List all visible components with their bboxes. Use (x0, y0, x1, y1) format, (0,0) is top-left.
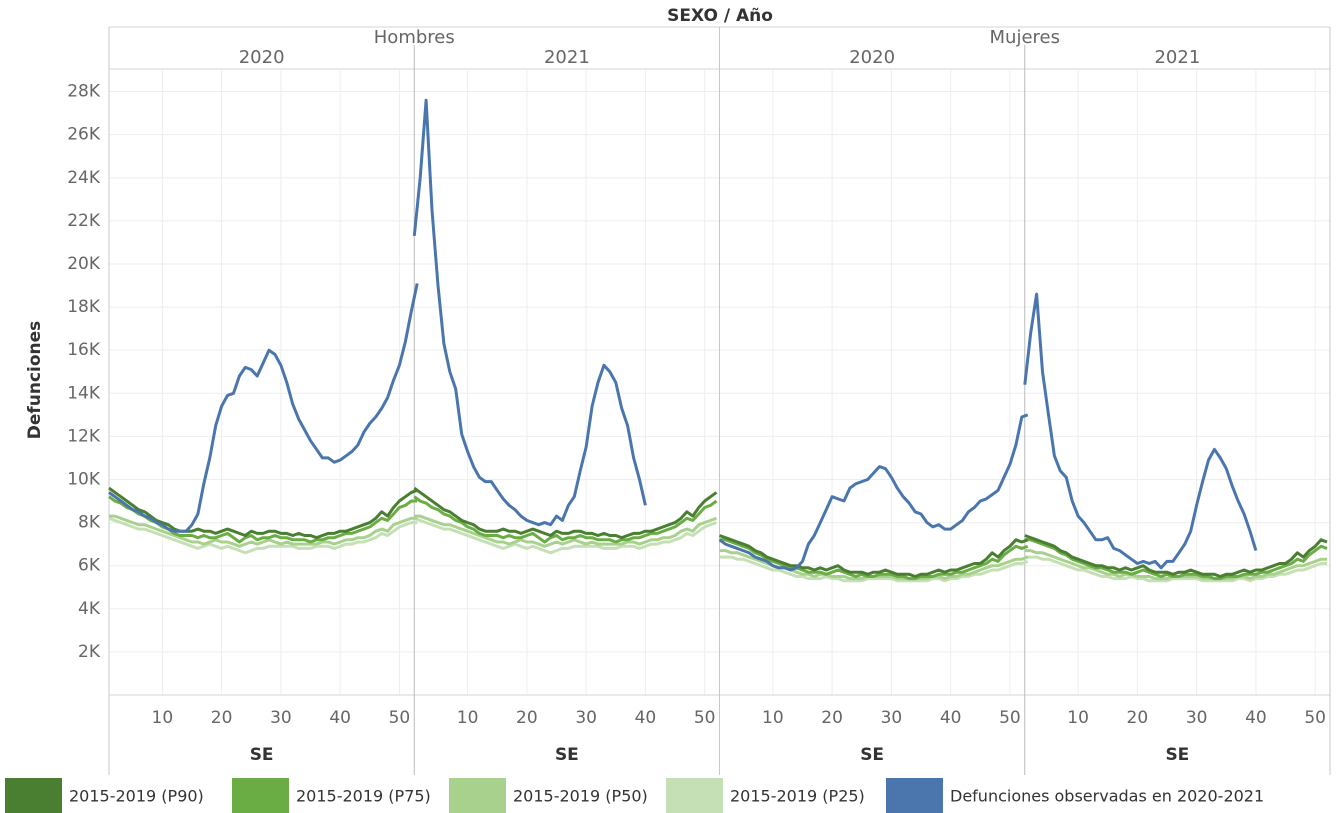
y-tick-label: 16K (67, 340, 101, 360)
legend-label: 2015-2019 (P25) (730, 787, 865, 806)
group-label: Hombres (374, 27, 455, 48)
x-tick-label: 40 (1245, 708, 1267, 728)
y-tick-label: 18K (67, 297, 101, 317)
y-tick-label: 24K (67, 168, 101, 188)
x-tick-label: 30 (575, 708, 597, 728)
y-tick-label: 6K (78, 556, 101, 576)
series-line (718, 534, 1029, 578)
y-tick-label: 14K (67, 383, 101, 403)
legend-label: 2015-2019 (P50) (513, 787, 648, 806)
x-tick-label: 50 (694, 708, 716, 728)
x-tick-label: 20 (211, 708, 233, 728)
x-tick-label: 10 (762, 708, 784, 728)
legend-swatch (886, 778, 943, 813)
legend-swatch (666, 778, 723, 813)
legend-label: 2015-2019 (P75) (296, 787, 431, 806)
panel-title: 2020 (849, 47, 895, 68)
x-axis-label: SE (250, 745, 274, 765)
x-tick-label: 10 (457, 708, 479, 728)
series-line (412, 98, 647, 527)
series-line (719, 555, 1029, 583)
series-line (413, 516, 718, 555)
group-label: Mujeres (990, 27, 1060, 48)
series-line (413, 495, 718, 544)
series-line (108, 486, 418, 540)
y-tick-label: 4K (78, 599, 101, 619)
legend-label: Defunciones observadas en 2020-2021 (950, 787, 1264, 806)
chart-title: SEXO / Año (667, 6, 773, 26)
series-line (414, 514, 718, 548)
x-axis-label: SE (860, 745, 884, 765)
series-line (1024, 555, 1327, 583)
x-tick-label: 40 (329, 708, 351, 728)
x-tick-label: 10 (152, 708, 174, 728)
series-line (108, 516, 418, 555)
legend-swatch (5, 778, 62, 813)
y-tick-label: 2K (78, 642, 101, 662)
x-tick-label: 20 (1127, 708, 1149, 728)
series-line (1024, 534, 1328, 578)
x-tick-label: 20 (821, 708, 843, 728)
x-axis-label: SE (1165, 745, 1189, 765)
series-line (718, 413, 1029, 572)
panel-title: 2021 (544, 47, 590, 68)
x-tick-label: 40 (940, 708, 962, 728)
series-line (1023, 292, 1258, 570)
x-tick-label: 40 (635, 708, 657, 728)
legend-label: 2015-2019 (P90) (69, 787, 204, 806)
series-line (108, 283, 419, 533)
y-tick-label: 26K (67, 125, 101, 145)
y-tick-label: 20K (67, 254, 101, 274)
series-line (413, 486, 718, 540)
x-tick-label: 10 (1067, 708, 1089, 728)
y-tick-label: 22K (67, 211, 101, 231)
legend-swatch (449, 778, 506, 813)
x-tick-label: 30 (881, 708, 903, 728)
x-tick-label: 30 (1186, 708, 1208, 728)
x-tick-label: 30 (270, 708, 292, 728)
x-tick-label: 50 (389, 708, 411, 728)
x-tick-label: 50 (999, 708, 1021, 728)
y-axis-label: Defunciones (25, 321, 45, 440)
x-axis-label: SE (555, 745, 579, 765)
legend-swatch (232, 778, 289, 813)
panel-title: 2021 (1154, 47, 1200, 68)
series-line (109, 514, 418, 548)
y-tick-label: 28K (67, 82, 101, 102)
series-line (719, 538, 1029, 581)
x-tick-label: 50 (1304, 708, 1326, 728)
series-line (1024, 538, 1328, 581)
y-tick-label: 12K (67, 426, 101, 446)
y-tick-label: 10K (67, 469, 101, 489)
y-tick-label: 8K (78, 513, 101, 533)
x-tick-label: 20 (516, 708, 538, 728)
panel-title: 2020 (239, 47, 285, 68)
